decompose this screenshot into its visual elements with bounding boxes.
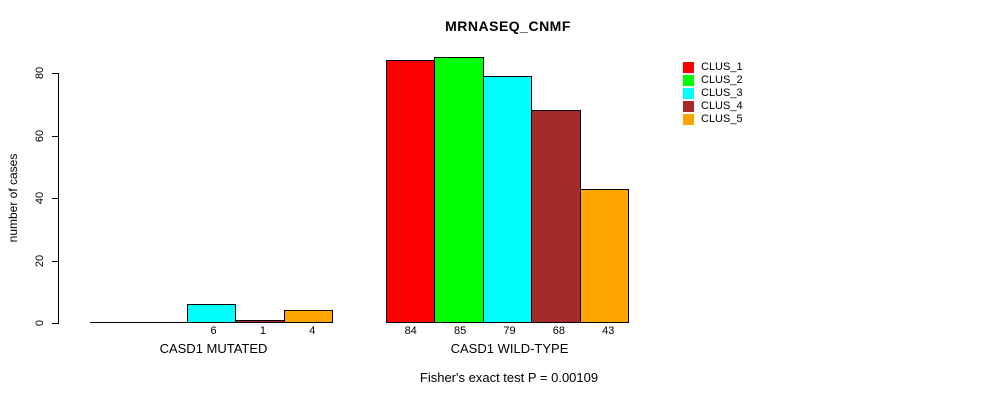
legend-item-label: CLUS_1 xyxy=(701,61,743,73)
chart-title: MRNASEQ_CNMF xyxy=(445,18,571,34)
bar-group xyxy=(90,73,337,323)
legend-item-label: CLUS_5 xyxy=(701,113,743,125)
y-tick-mark xyxy=(52,198,59,199)
y-tick-label: 20 xyxy=(34,254,46,267)
legend-color-swatch xyxy=(683,114,694,125)
legend-item: CLUS_4 xyxy=(683,100,743,113)
legend-color-swatch xyxy=(683,88,694,99)
legend-item: CLUS_3 xyxy=(683,87,743,100)
legend-item: CLUS_5 xyxy=(683,113,743,126)
legend-color-swatch xyxy=(683,101,694,112)
bar-clus_5 xyxy=(579,189,629,323)
y-axis-label: number of cases xyxy=(6,153,20,243)
bar-group xyxy=(386,57,633,323)
y-tick-label: 80 xyxy=(34,66,46,80)
y-tick-label: 60 xyxy=(34,129,46,142)
bar-clus_1 xyxy=(386,60,436,323)
y-tick-mark xyxy=(52,260,59,262)
bar-clus_2 xyxy=(434,57,484,323)
bar-clus_3 xyxy=(482,76,533,323)
legend-item-label: CLUS_2 xyxy=(701,74,743,86)
bar-value-label: 6 xyxy=(210,325,217,337)
bar-value-label: 84 xyxy=(404,325,417,337)
bar-clus_2 xyxy=(138,322,188,323)
legend-color-swatch xyxy=(683,62,694,73)
group-label: CASD1 MUTATED xyxy=(159,341,268,356)
bar-clus_1 xyxy=(90,322,140,323)
bar-value-label: 1 xyxy=(259,325,266,337)
bar-value-label: 85 xyxy=(453,325,467,337)
legend-item: CLUS_2 xyxy=(683,74,743,87)
legend-item-label: CLUS_4 xyxy=(701,100,743,112)
bar-value-label: 4 xyxy=(309,325,316,337)
annotation-text: Fisher's exact test P = 0.00109 xyxy=(419,370,599,385)
y-tick-label: 0 xyxy=(34,319,46,327)
legend-item: CLUS_1 xyxy=(683,61,743,74)
bar-clus_3 xyxy=(186,304,237,323)
y-tick-mark xyxy=(52,323,59,324)
group-label: CASD1 WILD-TYPE xyxy=(450,341,569,356)
y-tick-mark xyxy=(52,73,59,74)
bar-value-label: 43 xyxy=(602,325,615,337)
y-tick-mark xyxy=(52,135,59,137)
bar-value-label: 79 xyxy=(503,325,516,337)
legend: CLUS_1 CLUS_2 CLUS_3 CLUS_4 CLUS_5 xyxy=(683,61,743,126)
legend-color-swatch xyxy=(683,75,694,86)
bar-value-label: 68 xyxy=(552,325,566,337)
bar-clus_5 xyxy=(283,310,333,323)
bar-clus_4 xyxy=(235,320,285,323)
legend-item-label: CLUS_3 xyxy=(701,87,743,99)
bar-clus_4 xyxy=(531,110,581,323)
y-tick-label: 40 xyxy=(34,191,46,205)
